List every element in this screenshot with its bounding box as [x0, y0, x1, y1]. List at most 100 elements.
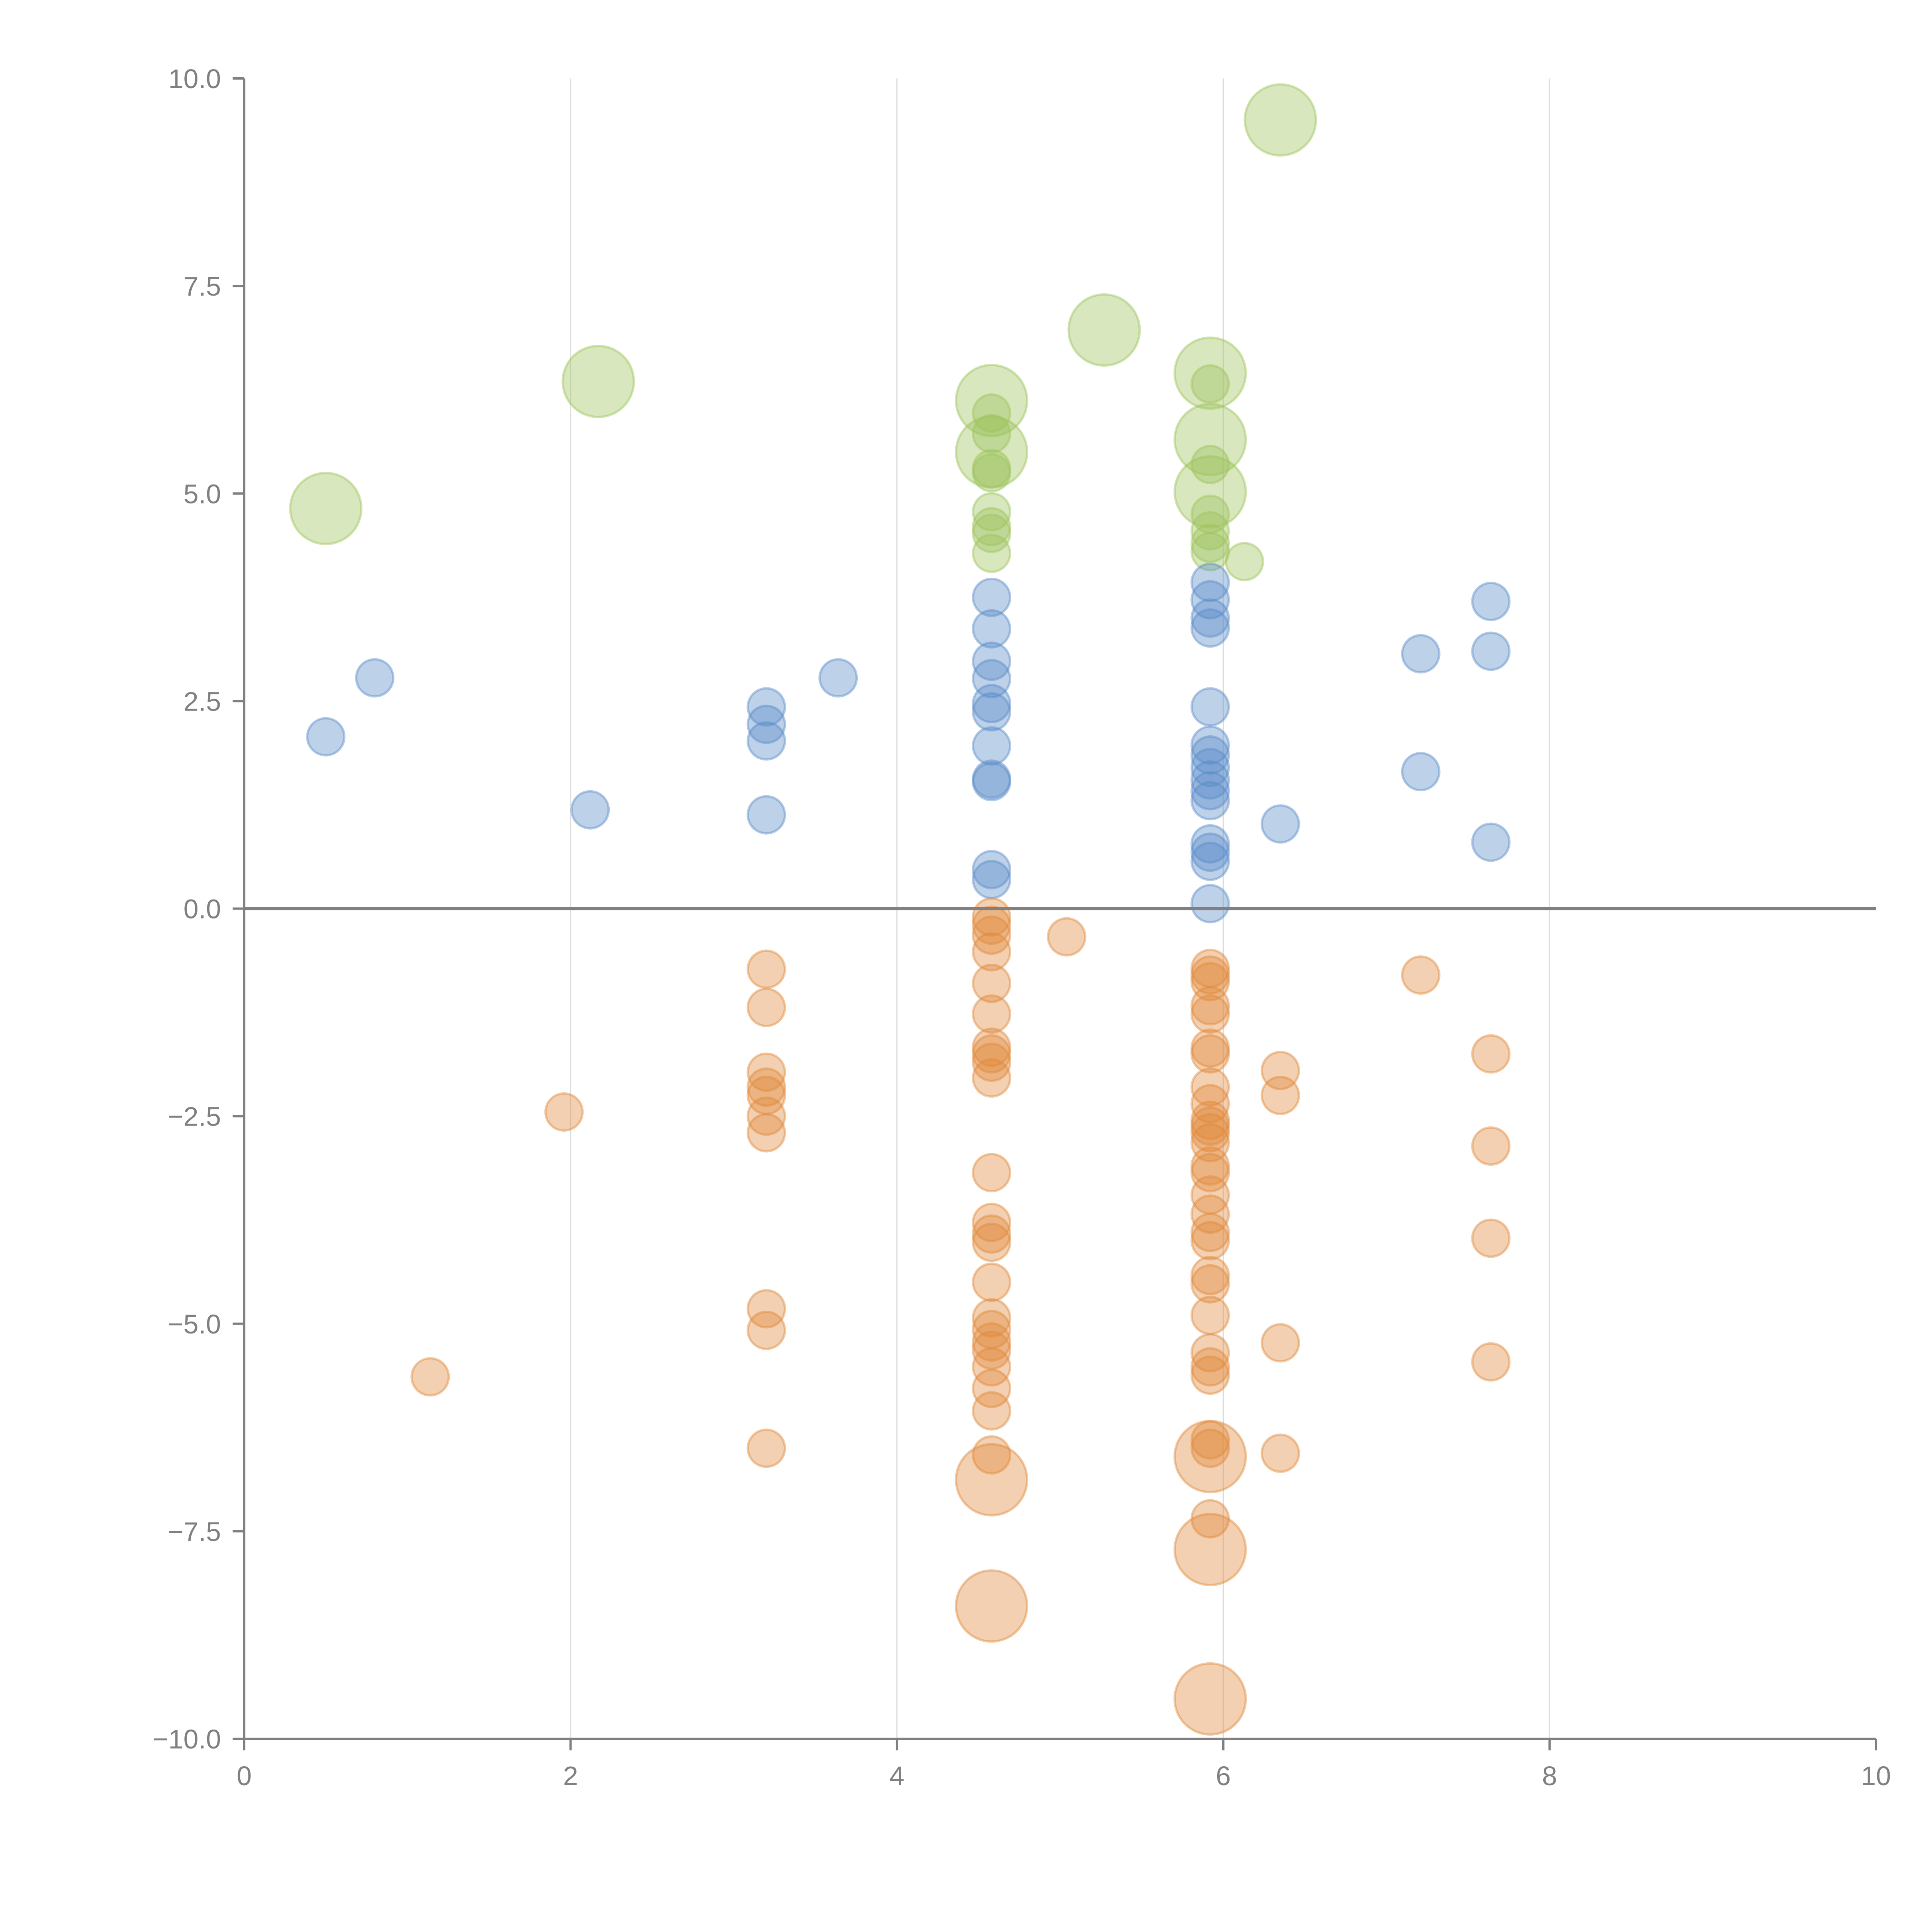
data-point-green: [1190, 364, 1230, 404]
data-point-orange: [747, 1289, 786, 1329]
data-point-blue: [1471, 582, 1511, 621]
data-point-blue: [972, 860, 1012, 900]
data-point-green: [972, 533, 1012, 573]
data-point-orange: [1190, 1028, 1230, 1068]
data-point-orange: [1190, 1153, 1230, 1192]
data-point-orange: [1190, 1256, 1230, 1296]
data-point-green: [1243, 83, 1317, 157]
data-point-orange: [972, 1391, 1012, 1431]
data-point-orange: [1173, 1420, 1247, 1493]
data-point-blue: [1190, 771, 1230, 811]
data-point-orange: [972, 1435, 1012, 1475]
data-point-orange: [747, 1067, 786, 1107]
data-point-orange: [972, 1027, 1012, 1067]
data-point-blue: [1401, 752, 1440, 791]
data-point-orange: [1190, 1355, 1230, 1395]
data-point-green: [1190, 532, 1230, 571]
data-point-orange: [410, 1357, 450, 1397]
data-point-blue: [1190, 735, 1230, 775]
data-point-orange: [972, 1330, 1012, 1370]
data-point-orange: [1471, 1034, 1511, 1074]
data-point-green: [289, 471, 363, 545]
x-tick-label: 0: [237, 1761, 252, 1791]
data-point-green: [972, 453, 1012, 493]
x-tick-label: 6: [1216, 1761, 1231, 1791]
data-points: [289, 83, 1511, 1736]
data-point-orange: [972, 915, 1012, 955]
data-point-orange: [972, 1042, 1012, 1082]
data-point-orange: [972, 1298, 1012, 1338]
data-point-blue: [1190, 608, 1230, 648]
data-point-blue: [972, 641, 1012, 681]
data-point-orange: [972, 963, 1012, 1003]
y-tick-label: 2.5: [184, 686, 221, 716]
data-point-orange: [1190, 1213, 1230, 1252]
data-point-orange: [1401, 955, 1440, 995]
y-tick-label: −5.0: [168, 1309, 221, 1339]
data-point-orange: [1190, 986, 1230, 1026]
data-point-orange: [972, 1347, 1012, 1387]
y-tick-label: −2.5: [168, 1102, 221, 1132]
data-point-orange: [1190, 1123, 1230, 1163]
data-point-blue: [972, 577, 1012, 617]
data-point-blue: [1190, 760, 1230, 800]
data-point-green: [955, 415, 1029, 489]
data-point-orange: [1190, 1499, 1230, 1539]
data-point-orange: [1190, 949, 1230, 988]
data-point-blue: [1471, 631, 1511, 671]
data-point-orange: [972, 1153, 1012, 1192]
y-tick-label: 10.0: [168, 64, 221, 94]
data-point-orange: [972, 1310, 1012, 1349]
data-point-orange: [1260, 1051, 1300, 1090]
data-point-orange: [544, 1092, 584, 1132]
data-point-orange: [1190, 1175, 1230, 1215]
data-point-orange: [1190, 1034, 1230, 1074]
data-point-blue: [972, 762, 1012, 801]
data-point-orange: [747, 1075, 786, 1115]
data-point-orange: [747, 1310, 786, 1350]
data-point-green: [1190, 511, 1230, 551]
data-point-orange: [972, 905, 1012, 945]
data-point-orange: [1471, 1342, 1511, 1382]
data-point-blue: [306, 717, 346, 757]
data-point-orange: [747, 1429, 786, 1468]
data-point-green: [972, 393, 1012, 433]
data-point-blue: [1190, 748, 1230, 787]
data-point-orange: [972, 1223, 1012, 1262]
data-point-orange: [972, 1322, 1012, 1362]
data-point-green: [972, 492, 1012, 532]
x-tick-label: 10: [1861, 1761, 1891, 1791]
data-point-orange: [1190, 1084, 1230, 1124]
data-point-blue: [972, 692, 1012, 732]
data-point-blue: [355, 658, 395, 698]
data-point-orange: [1471, 1218, 1511, 1258]
data-point-orange: [747, 949, 786, 989]
data-point-orange: [972, 1214, 1012, 1254]
data-point-orange: [747, 1052, 786, 1092]
data-point-orange: [1471, 1126, 1511, 1166]
data-point-green: [1190, 524, 1230, 563]
data-point-orange: [1190, 955, 1230, 995]
data-point-green: [972, 449, 1012, 488]
x-tick-label: 8: [1542, 1761, 1557, 1791]
data-point-orange: [1260, 1433, 1300, 1473]
y-tick-label: 5.0: [184, 479, 221, 509]
data-point-orange: [1190, 1296, 1230, 1335]
x-tick-label: 2: [563, 1761, 578, 1791]
data-point-blue: [747, 704, 786, 744]
data-point-orange: [1190, 1429, 1230, 1468]
data-point-orange: [955, 1443, 1029, 1517]
data-point-blue: [972, 684, 1012, 723]
data-point-green: [1225, 542, 1264, 582]
data-point-orange: [1190, 1113, 1230, 1153]
data-point-blue: [1260, 804, 1300, 844]
data-point-orange: [1190, 1146, 1230, 1186]
data-point-orange: [747, 1113, 786, 1153]
data-point-orange: [972, 932, 1012, 972]
data-point-blue: [747, 795, 786, 835]
data-point-green: [561, 345, 635, 418]
data-point-orange: [1190, 1264, 1230, 1304]
data-point-blue: [1190, 725, 1230, 765]
data-point-blue: [972, 850, 1012, 889]
data-point-orange: [1260, 1323, 1300, 1363]
